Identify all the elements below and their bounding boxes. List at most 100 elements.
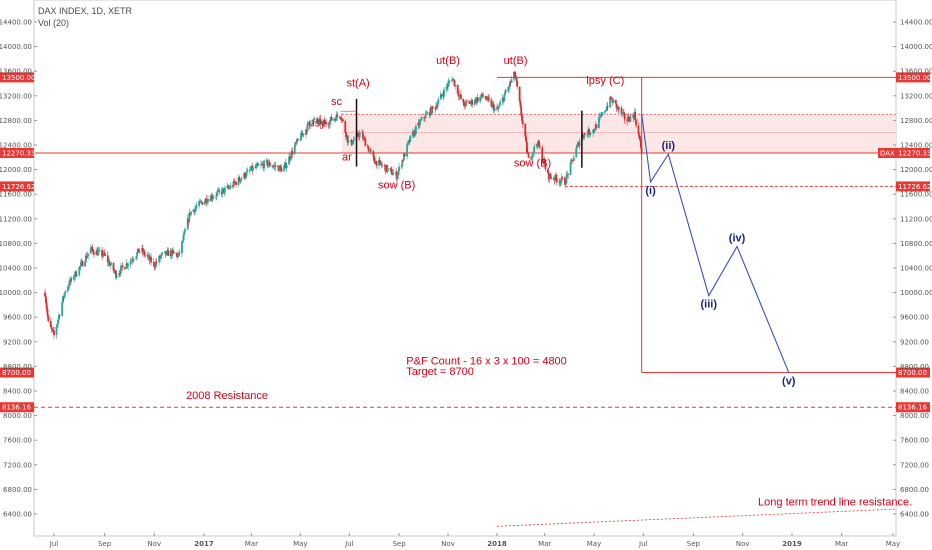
candle-body (402, 160, 404, 162)
candle-body (280, 167, 282, 172)
candle-body (237, 177, 240, 185)
candle-body (504, 91, 506, 96)
y-tick-label-left: 7600.00 (3, 437, 32, 445)
y-tick-label-left: 6400.00 (3, 511, 32, 519)
price-tag-label: 11726.62 (2, 183, 35, 191)
candle-body (335, 114, 338, 121)
annotation-label: Target = 8700 (406, 366, 474, 378)
candle-body (57, 319, 59, 324)
chart-title: DAX INDEX, 1D, XETR (38, 6, 133, 16)
candle-body (81, 261, 84, 267)
y-tick-label-left: 6800.00 (3, 486, 32, 494)
candle-body (218, 189, 221, 192)
y-tick-label-right: 8400.00 (900, 388, 929, 396)
candle-body (115, 275, 118, 278)
y-tick-label-left: 12000.00 (0, 166, 32, 174)
annotation-label: ut(B) (436, 55, 460, 67)
candle-body (328, 124, 331, 126)
resistance-band (342, 113, 896, 153)
candle-body (521, 121, 524, 124)
candle-body (439, 94, 442, 100)
candle-body (160, 253, 163, 257)
current-symbol-label: DAX (880, 149, 895, 157)
candle-body (146, 255, 149, 257)
price-tag-label: 8136.16 (898, 404, 927, 412)
candle-body (526, 141, 528, 153)
candle-body (552, 178, 555, 180)
candle-body (578, 141, 581, 147)
candle-body (325, 122, 327, 125)
candle-body (56, 323, 59, 327)
y-tick-label-left: 11200.00 (0, 215, 32, 223)
x-tick-label: 2019 (782, 540, 802, 548)
candle-body (482, 96, 485, 98)
candle-body (127, 264, 130, 267)
candle-body (570, 160, 573, 163)
candle-body (504, 91, 507, 93)
candle-body (80, 262, 82, 266)
candle-body (235, 182, 238, 185)
candle-body (352, 140, 355, 144)
candle-body (306, 123, 309, 132)
x-tick-label: 2018 (487, 540, 507, 548)
candle-body (530, 157, 533, 159)
candle-body (431, 106, 433, 115)
price-tag-label: 8700.00 (2, 369, 31, 377)
candle-body (108, 261, 111, 266)
candle-body (510, 79, 513, 83)
candle-body (612, 99, 615, 103)
candle-body (401, 160, 404, 167)
candle-body (256, 164, 259, 166)
y-tick-label-left: 7200.00 (3, 461, 32, 469)
candle-body (79, 265, 81, 268)
grid (33, 0, 897, 537)
candle-body (158, 256, 161, 263)
candle-body (159, 256, 162, 259)
candle-body (285, 164, 288, 169)
candle-body (563, 178, 566, 185)
candle-body (366, 146, 369, 148)
candle-body (605, 109, 608, 111)
candle-body (165, 250, 168, 255)
candle-body (431, 106, 434, 109)
candle-body (535, 144, 538, 147)
y-tick-label-right: 12400.00 (900, 142, 932, 150)
wave-label: (i) (645, 185, 656, 197)
y-tick-label-right: 10800.00 (900, 240, 932, 248)
candle-body (559, 181, 562, 184)
candle-body (634, 111, 637, 120)
candle-body (106, 255, 109, 263)
candle-body (635, 119, 637, 126)
candle-body (372, 151, 375, 157)
candle-body (588, 129, 591, 135)
candle-body (115, 270, 117, 278)
candle-body (589, 133, 592, 135)
candle-body (121, 265, 124, 268)
candle-body (463, 102, 465, 106)
candle-body (445, 86, 448, 90)
candle-body (419, 121, 421, 126)
candle-body (323, 120, 326, 124)
candle-body (172, 251, 175, 254)
candle-body (118, 273, 121, 276)
price-tag (896, 147, 930, 158)
candle-body (498, 104, 501, 108)
candle-body (447, 82, 449, 88)
x-tick-label: May (293, 540, 307, 548)
candle-body (364, 138, 367, 147)
candle-body (66, 286, 69, 292)
candle-body (229, 185, 232, 189)
candle-body (101, 250, 103, 257)
candle-body (252, 167, 254, 171)
wave-label: (v) (782, 376, 796, 388)
wave-label: (iv) (729, 232, 746, 244)
price-tag-label: 13500.00 (898, 74, 931, 82)
candle-body (640, 147, 643, 154)
candle-body (606, 106, 609, 108)
y-tick-label-right: 8800.00 (900, 363, 929, 371)
candle-body (171, 250, 174, 256)
candle-body (373, 156, 376, 162)
x-tick-label: Jul (638, 540, 648, 548)
x-tick-label: Sep (98, 540, 112, 548)
